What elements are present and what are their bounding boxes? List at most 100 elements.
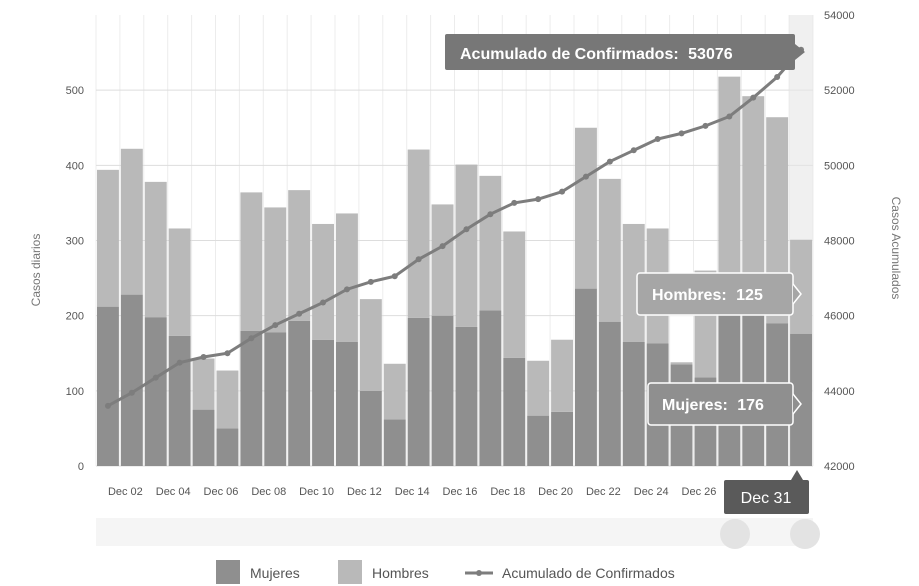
- bar-hombres[interactable]: [168, 228, 191, 336]
- y-right-tick-label: 42000: [824, 461, 855, 473]
- bar-mujeres[interactable]: [312, 339, 334, 466]
- cumulative-point[interactable]: [535, 196, 542, 203]
- bar-hombres[interactable]: [790, 239, 812, 334]
- bar-hombres[interactable]: [312, 223, 334, 340]
- cumulative-point[interactable]: [152, 374, 159, 381]
- bar-mujeres[interactable]: [598, 321, 621, 466]
- cumulative-point[interactable]: [439, 243, 446, 250]
- legend-item-hombres[interactable]: Hombres: [338, 560, 429, 584]
- cumulative-point[interactable]: [702, 122, 709, 129]
- navigator[interactable]: [96, 518, 820, 549]
- bar-mujeres[interactable]: [120, 294, 143, 466]
- bar-mujeres[interactable]: [97, 306, 119, 466]
- cumulative-point[interactable]: [511, 199, 518, 206]
- bar-mujeres[interactable]: [407, 317, 430, 466]
- bar-mujeres[interactable]: [264, 332, 287, 466]
- cumulative-point[interactable]: [104, 402, 111, 409]
- cumulative-point[interactable]: [272, 322, 279, 329]
- bar-mujeres[interactable]: [192, 409, 215, 466]
- bar-hombres[interactable]: [718, 76, 741, 312]
- bar-mujeres[interactable]: [240, 330, 263, 466]
- legend-swatch-hombres: [338, 560, 362, 584]
- legend: Mujeres Hombres Acumulado de Confirmados: [216, 560, 675, 584]
- cumulative-point[interactable]: [320, 299, 327, 306]
- legend-item-acumulado[interactable]: Acumulado de Confirmados: [465, 565, 675, 581]
- bar-mujeres[interactable]: [479, 310, 502, 466]
- bar-mujeres[interactable]: [216, 428, 239, 466]
- bar-hombres[interactable]: [503, 231, 526, 358]
- tooltip-hombres-label: Hombres:: [652, 287, 727, 304]
- cumulative-line: [104, 46, 805, 409]
- cumulative-point[interactable]: [559, 188, 566, 195]
- x-tick-label: Dec 12: [347, 486, 382, 498]
- cumulative-point[interactable]: [487, 211, 494, 218]
- bar-hombres[interactable]: [455, 164, 478, 327]
- bar-mujeres[interactable]: [527, 415, 550, 466]
- bar-mujeres[interactable]: [359, 390, 382, 466]
- cumulative-point[interactable]: [296, 310, 303, 317]
- bar-mujeres[interactable]: [144, 317, 167, 466]
- bar-hombres[interactable]: [192, 358, 215, 410]
- cumulative-point[interactable]: [678, 130, 685, 137]
- bar-mujeres[interactable]: [431, 315, 454, 466]
- cumulative-point[interactable]: [630, 147, 637, 154]
- bar-hombres[interactable]: [216, 370, 239, 429]
- y-left-tick-label: 500: [66, 85, 84, 97]
- cumulative-point[interactable]: [606, 158, 613, 165]
- navigator-handle-left[interactable]: [720, 519, 750, 549]
- bar-hombres[interactable]: [527, 360, 550, 416]
- bar-hombres[interactable]: [742, 96, 765, 310]
- bar-mujeres[interactable]: [336, 341, 358, 466]
- y-right-tick-label: 52000: [824, 85, 855, 97]
- cumulative-point[interactable]: [248, 335, 255, 342]
- bar-mujeres[interactable]: [168, 335, 191, 466]
- bar-mujeres[interactable]: [288, 320, 311, 466]
- cumulative-point[interactable]: [367, 278, 374, 285]
- x-tick-label: Dec 02: [108, 486, 143, 498]
- cumulative-point[interactable]: [654, 136, 661, 143]
- y-right-tick-label: 44000: [824, 386, 855, 398]
- bar-hombres[interactable]: [670, 362, 693, 365]
- cumulative-point[interactable]: [128, 389, 135, 396]
- x-tick-label: Dec 16: [443, 486, 478, 498]
- bar-hombres[interactable]: [144, 181, 167, 318]
- bar-hombres[interactable]: [264, 207, 287, 333]
- bar-mujeres[interactable]: [622, 341, 645, 466]
- bar-hombres[interactable]: [479, 175, 502, 311]
- legend-item-mujeres[interactable]: Mujeres: [216, 560, 300, 584]
- svg-text:Mujeres: 176: Mujeres: 176: [662, 397, 764, 414]
- cumulative-point[interactable]: [750, 94, 757, 101]
- bar-mujeres[interactable]: [790, 333, 812, 466]
- cumulative-point[interactable]: [726, 113, 733, 120]
- bar-mujeres[interactable]: [503, 357, 526, 466]
- navigator-handle-right[interactable]: [790, 519, 820, 549]
- bar-hombres[interactable]: [359, 299, 382, 391]
- bar-hombres[interactable]: [240, 192, 263, 331]
- bar-hombres[interactable]: [288, 190, 311, 321]
- cumulative-point[interactable]: [343, 286, 350, 293]
- bar-mujeres[interactable]: [575, 288, 597, 466]
- bar-hombres[interactable]: [336, 213, 358, 342]
- bar-hombres[interactable]: [431, 204, 454, 316]
- bar-hombres[interactable]: [766, 117, 789, 324]
- bar-hombres[interactable]: [407, 149, 430, 318]
- y-axis-left-title: Casos diarios: [29, 234, 43, 307]
- bar-hombres[interactable]: [598, 178, 621, 322]
- cumulative-point[interactable]: [224, 350, 231, 357]
- cumulative-point[interactable]: [200, 354, 207, 361]
- cumulative-point[interactable]: [774, 74, 781, 81]
- bar-hombres[interactable]: [551, 339, 573, 412]
- bar-hombres[interactable]: [575, 127, 597, 289]
- bar-mujeres[interactable]: [551, 411, 573, 466]
- cumulative-point[interactable]: [176, 359, 183, 366]
- bar-hombres[interactable]: [383, 363, 406, 420]
- cumulative-point[interactable]: [415, 256, 422, 263]
- bar-hombres[interactable]: [120, 148, 143, 295]
- cumulative-point[interactable]: [463, 226, 470, 233]
- bar-mujeres[interactable]: [383, 419, 406, 466]
- cumulative-line-path: [107, 48, 803, 408]
- bar-mujeres[interactable]: [455, 326, 478, 466]
- bar-hombres[interactable]: [97, 169, 119, 307]
- cumulative-point[interactable]: [391, 273, 398, 280]
- cumulative-point[interactable]: [582, 173, 589, 180]
